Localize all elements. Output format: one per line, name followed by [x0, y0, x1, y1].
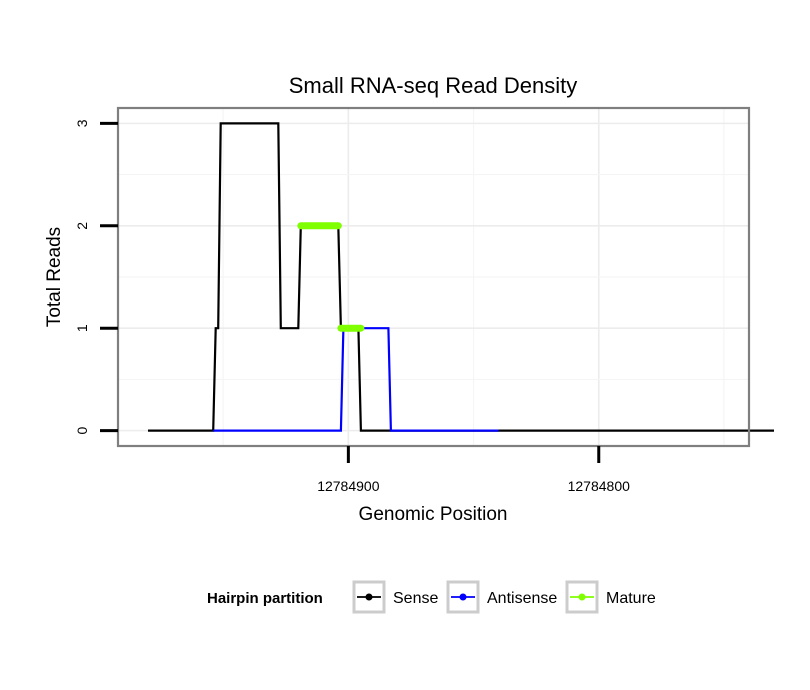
legend-item-mature: Mature	[565, 580, 656, 614]
legend: Hairpin partition Sense Antisense Mature	[207, 580, 656, 614]
series-layer	[148, 122, 774, 432]
legend-item-sense: Sense	[352, 580, 438, 614]
x-axis-title: Genomic Position	[359, 504, 508, 525]
y-tick-label: 1	[74, 324, 90, 332]
axes: 12784900 12784800 0 1 2 3	[74, 119, 630, 494]
legend-label-antisense: Antisense	[487, 590, 557, 607]
legend-dot-sense	[365, 593, 373, 601]
x-tick-label: 12784900	[317, 478, 380, 494]
y-tick-label: 2	[74, 222, 90, 230]
y-tick-label: 3	[74, 119, 90, 127]
y-tick-label: 0	[74, 427, 90, 435]
legend-label-mature: Mature	[606, 590, 656, 607]
y-axis-title: Total Reads	[44, 227, 65, 327]
legend-item-antisense: Antisense	[446, 580, 557, 614]
legend-title: Hairpin partition	[207, 590, 323, 607]
legend-dot-mature	[578, 593, 586, 601]
chart-title: Small RNA-seq Read Density	[289, 73, 578, 98]
x-tick-label: 12784800	[568, 478, 631, 494]
legend-label-sense: Sense	[393, 590, 438, 607]
series-antisense-line	[213, 327, 499, 432]
legend-dot-antisense	[459, 593, 467, 601]
plot-border	[116, 106, 751, 448]
